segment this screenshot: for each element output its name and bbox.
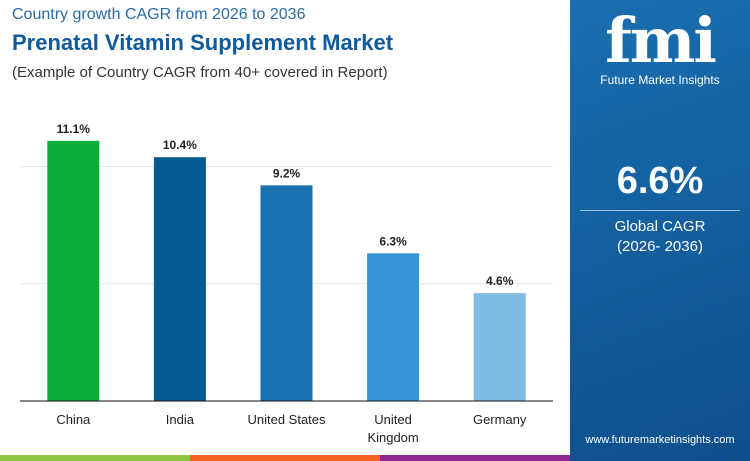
x-tick-label: India — [166, 412, 195, 427]
global-cagr-label: Global CAGR — [614, 218, 706, 235]
x-tick-label: United — [374, 412, 412, 427]
data-label: 4.6% — [486, 274, 514, 288]
website-url: www.futuremarketinsights.com — [585, 434, 735, 446]
chart-title: Prenatal Vitamin Supplement Market — [12, 30, 394, 55]
bar-india — [153, 157, 206, 401]
bar-germany — [473, 293, 526, 401]
global-cagr-period: (2026- 2036) — [617, 238, 703, 255]
logo-subtitle: Future Market Insights — [600, 73, 720, 87]
data-label: 11.1% — [57, 122, 91, 136]
chart-subtitle: Country growth CAGR from 2026 to 2036 — [12, 6, 306, 23]
data-label: 9.2% — [273, 166, 301, 180]
data-label: 6.3% — [379, 234, 407, 248]
data-label: 10.4% — [163, 138, 197, 152]
bar-united-states — [260, 185, 313, 401]
side-panel: fmi Future Market Insights 6.6% Global C… — [570, 0, 750, 461]
strip-orange — [190, 455, 380, 461]
bar-china — [47, 140, 100, 402]
x-tick-label: Kingdom — [367, 430, 418, 445]
strip-green — [0, 455, 190, 461]
chart-note: (Example of Country CAGR from 40+ covere… — [12, 64, 388, 81]
x-tick-label: United States — [247, 412, 326, 427]
x-tick-label: China — [56, 412, 91, 427]
bar-chart: 11.1% China 10.4% India 9.2% United States 6.3… — [20, 122, 553, 445]
global-cagr-value: 6.6% — [616, 160, 704, 202]
x-tick-label: Germany — [473, 412, 527, 427]
divider — [580, 210, 740, 211]
bar-united-kingdom — [367, 253, 420, 401]
fmi-logo: fmi — [605, 4, 717, 77]
strip-purple — [380, 455, 570, 461]
